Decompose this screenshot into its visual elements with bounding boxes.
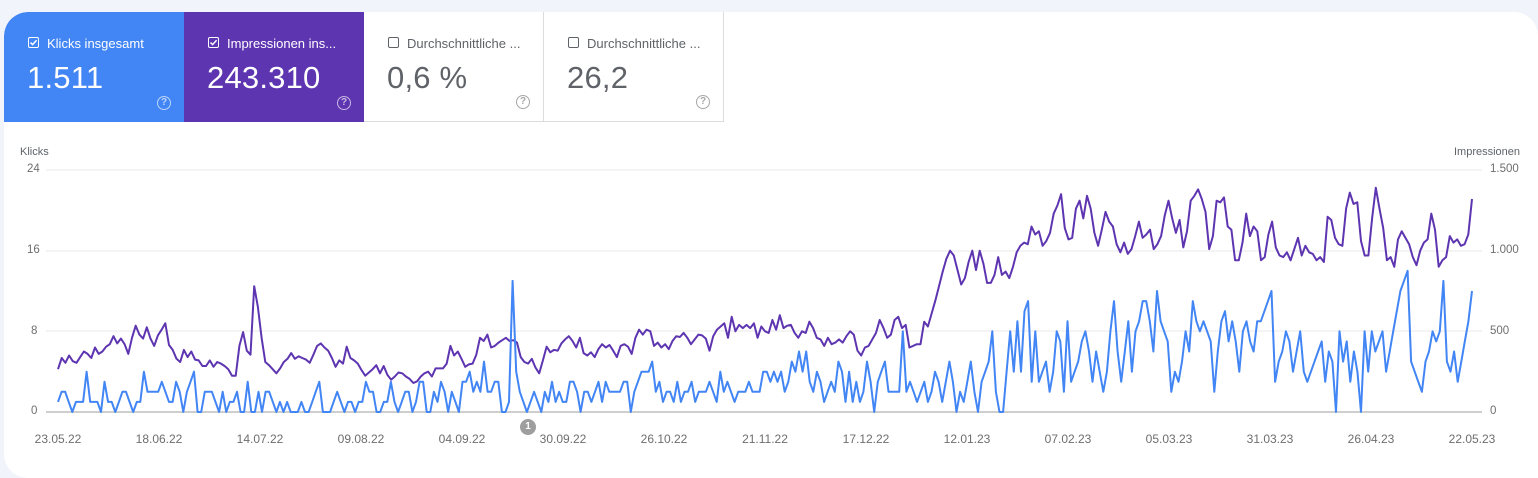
metric-value: 26,2 <box>567 60 629 95</box>
left-tick: 0 <box>31 405 38 417</box>
checkbox-unchecked-icon[interactable] <box>568 37 579 48</box>
left-tick: 16 <box>27 244 40 256</box>
x-tick: 23.05.22 <box>34 432 82 446</box>
help-icon[interactable]: ? <box>157 96 171 110</box>
metric-label: Impressionen ins... <box>227 36 337 51</box>
right-axis-title: Impressionen <box>1454 146 1521 158</box>
x-tick: 26.04.23 <box>1347 432 1395 446</box>
x-tick: 05.03.23 <box>1145 432 1193 446</box>
metric-label: Durchschnittliche ... <box>407 36 521 51</box>
x-tick: 18.06.22 <box>135 432 183 446</box>
x-tick: 31.03.23 <box>1246 432 1294 446</box>
metric-card-clicks[interactable]: Klicks insgesamt 1.511 ? <box>4 12 184 122</box>
x-tick: 07.02.23 <box>1044 432 1092 446</box>
x-tick: 09.08.22 <box>337 432 385 446</box>
metric-card-ctr[interactable]: Durchschnittliche ... 0,6 % ? <box>364 12 544 122</box>
x-tick: 17.12.22 <box>842 432 890 446</box>
metric-card-impressions[interactable]: Impressionen ins... 243.310 ? <box>184 12 364 122</box>
left-axis-title: Klicks <box>20 146 49 158</box>
x-tick: 21.11.22 <box>742 432 788 446</box>
metric-value: 243.310 <box>207 60 321 95</box>
metric-label: Klicks insgesamt <box>47 36 144 51</box>
metric-value: 1.511 <box>27 60 104 95</box>
help-icon[interactable]: ? <box>696 95 710 109</box>
right-tick: 0 <box>1490 405 1497 417</box>
metric-label: Durchschnittliche ... <box>587 36 701 51</box>
help-icon[interactable]: ? <box>337 96 351 110</box>
clicks-line[interactable] <box>57 269 1473 413</box>
right-tick: 500 <box>1490 325 1510 337</box>
metric-card-position[interactable]: Durchschnittliche ... 26,2 ? <box>544 12 724 122</box>
help-icon[interactable]: ? <box>516 95 530 109</box>
annotation-marker[interactable]: 1 <box>520 419 536 435</box>
x-tick: 14.07.22 <box>236 432 284 446</box>
x-tick: 12.01.23 <box>943 432 991 446</box>
x-tick: 04.09.22 <box>438 432 486 446</box>
x-tick: 26.10.22 <box>640 432 688 446</box>
right-tick: 1.000 <box>1490 244 1519 256</box>
left-tick: 24 <box>27 163 40 175</box>
impressions-line[interactable] <box>57 186 1473 384</box>
x-tick: 22.05.23 <box>1448 432 1496 446</box>
x-tick: 30.09.22 <box>539 432 587 446</box>
right-tick: 1.500 <box>1490 163 1519 175</box>
checkbox-unchecked-icon[interactable] <box>388 37 399 48</box>
left-tick: 8 <box>31 325 38 337</box>
checkbox-checked-icon[interactable] <box>28 37 39 48</box>
metric-value: 0,6 % <box>387 60 468 95</box>
checkbox-checked-icon[interactable] <box>208 37 219 48</box>
metric-cards: Klicks insgesamt 1.511 ? Impressionen in… <box>4 12 724 122</box>
